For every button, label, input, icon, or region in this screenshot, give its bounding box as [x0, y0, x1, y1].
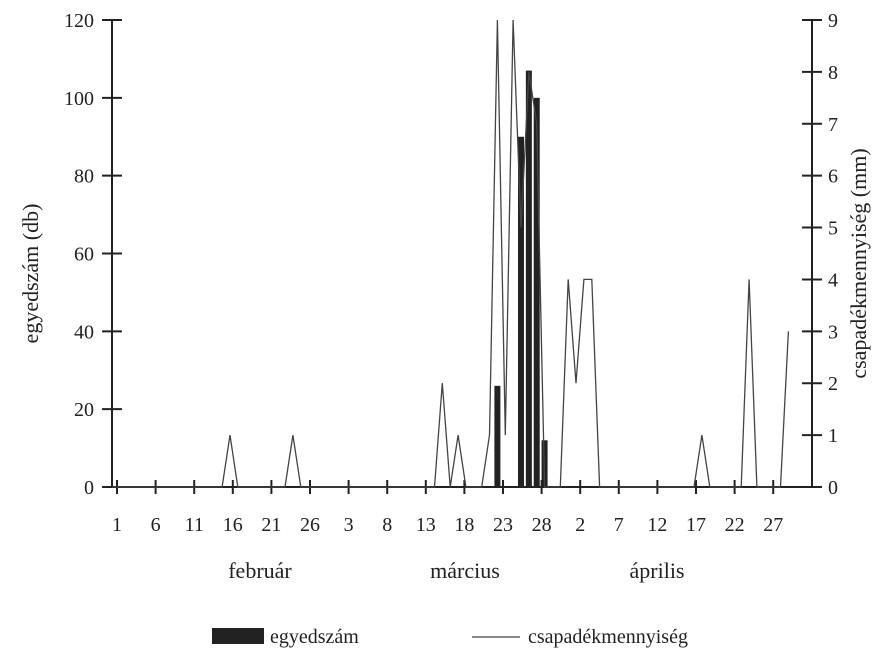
- month-label: február: [228, 558, 292, 583]
- x-tick-label: 6: [151, 514, 161, 536]
- line-csapadekmennyiseg: [112, 19, 790, 488]
- month-label: március: [430, 558, 500, 583]
- x-tick-label: 8: [382, 514, 392, 536]
- right-tick-label: 3: [828, 321, 838, 343]
- right-tick-label: 0: [828, 477, 838, 499]
- right-tick-label: 9: [828, 10, 838, 32]
- right-tick-label: 8: [828, 62, 838, 84]
- x-tick-label: 1: [112, 514, 122, 536]
- line-group: [112, 19, 790, 488]
- left-axis-title: egyedszám (db): [18, 204, 43, 344]
- left-tick-label: 40: [74, 321, 94, 343]
- left-tick-label: 20: [74, 399, 94, 421]
- axes-group: [111, 20, 813, 488]
- x-tick-label: 26: [300, 514, 320, 536]
- bar-egyedszam: [533, 97, 540, 487]
- right-tick-label: 1: [828, 425, 838, 447]
- x-tick-label: 17: [686, 514, 706, 536]
- x-tick-label: 27: [763, 514, 783, 536]
- right-tick-label: 4: [828, 269, 838, 291]
- left-tick-label: 100: [64, 88, 94, 110]
- x-tick-label: 16: [223, 514, 243, 536]
- left-tick-label: 60: [74, 244, 94, 266]
- labels-group: február március április egyedszám (db) csapa…: [18, 148, 871, 583]
- x-tick-label: 28: [532, 514, 552, 536]
- left-tick-label: 0: [84, 477, 94, 499]
- month-label: április: [630, 558, 685, 583]
- right-tick-label: 5: [828, 218, 838, 240]
- x-tick-label: 21: [261, 514, 281, 536]
- bar-egyedszam: [517, 136, 524, 487]
- left-tick-label: 80: [74, 166, 94, 188]
- x-tick-label: 7: [614, 514, 624, 536]
- x-tick-label: 23: [493, 514, 513, 536]
- legend-label-csapadekmennyiseg: csapadékmennyiség: [528, 626, 688, 648]
- x-tick-label: 12: [647, 514, 667, 536]
- bar-egyedszam: [494, 385, 501, 487]
- left-tick-label: 120: [64, 10, 94, 32]
- x-tick-label: 18: [454, 514, 474, 536]
- legend-label-egyedszam: egyedszám: [270, 626, 359, 648]
- legend-swatch-egyedszam: [212, 628, 264, 644]
- x-tick-label: 2: [575, 514, 585, 536]
- x-tick-label: 13: [416, 514, 436, 536]
- right-tick-label: 2: [828, 373, 838, 395]
- x-tick-label: 22: [725, 514, 745, 536]
- right-tick-label: 7: [828, 114, 838, 136]
- right-axis-title: csapadékmennyiség (mm): [846, 148, 871, 378]
- x-tick-label: 11: [185, 514, 204, 536]
- bar-egyedszam: [525, 70, 532, 487]
- legend-group: egyedszám csapadékmennyiség: [212, 626, 688, 648]
- right-tick-label: 6: [828, 166, 838, 188]
- x-tick-label: 3: [344, 514, 354, 536]
